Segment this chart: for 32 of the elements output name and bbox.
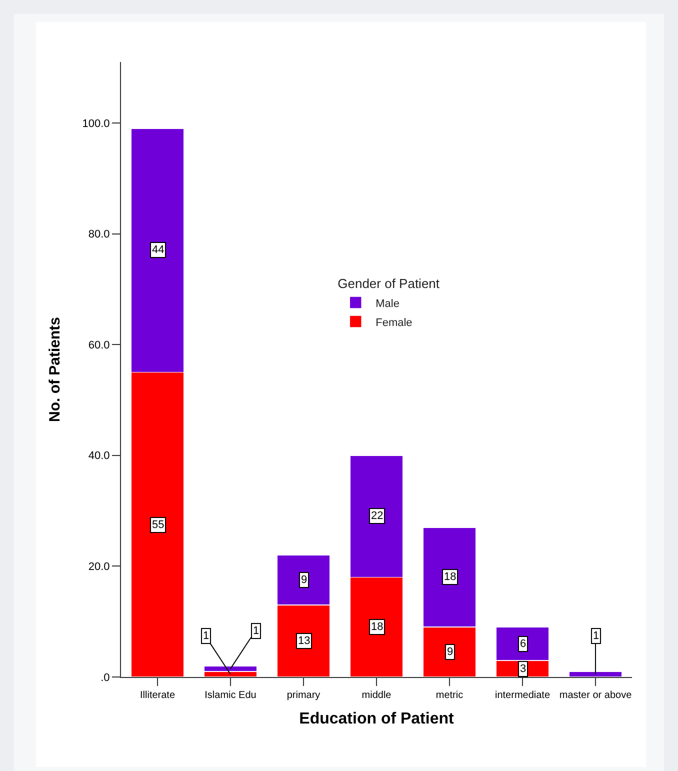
x-tick-label: master or above xyxy=(559,690,632,701)
y-axis-title: No. of Patients xyxy=(46,316,64,422)
data-label: 22 xyxy=(371,510,384,522)
data-label: 18 xyxy=(444,571,456,583)
y-tick-label: 20.0 xyxy=(88,561,110,574)
data-label: 55 xyxy=(152,519,164,531)
x-tick-label: intermediate xyxy=(494,690,550,701)
x-axis-title: Education of Patient xyxy=(299,710,455,728)
bar xyxy=(568,671,622,677)
y-tick-label: 80.0 xyxy=(88,228,110,241)
x-tick-label: Islamic Edu xyxy=(204,690,256,701)
y-tick-label: 40.0 xyxy=(88,450,110,462)
y-tick-label: .0 xyxy=(100,672,110,684)
legend-label: Male xyxy=(376,298,400,310)
data-label: 13 xyxy=(298,635,310,647)
data-label: 18 xyxy=(371,621,384,633)
data-label: 1 xyxy=(593,630,600,642)
data-label: 9 xyxy=(301,574,308,586)
data-label: 1 xyxy=(253,625,260,637)
x-tick-label: primary xyxy=(286,690,320,701)
data-label: 9 xyxy=(447,646,454,658)
y-tick-label: 60.0 xyxy=(88,339,110,352)
data-label: 1 xyxy=(203,630,210,642)
x-tick-label: Illiterate xyxy=(140,690,176,701)
y-tick-label: 100.0 xyxy=(82,118,110,130)
x-tick-label: middle xyxy=(362,690,392,701)
legend-label: Female xyxy=(376,316,412,329)
legend-title: Gender of Patient xyxy=(338,276,440,291)
data-label: 6 xyxy=(520,638,526,650)
data-label: 44 xyxy=(152,244,164,256)
data-label: 3 xyxy=(520,663,526,675)
x-tick-label: metric xyxy=(436,690,464,701)
